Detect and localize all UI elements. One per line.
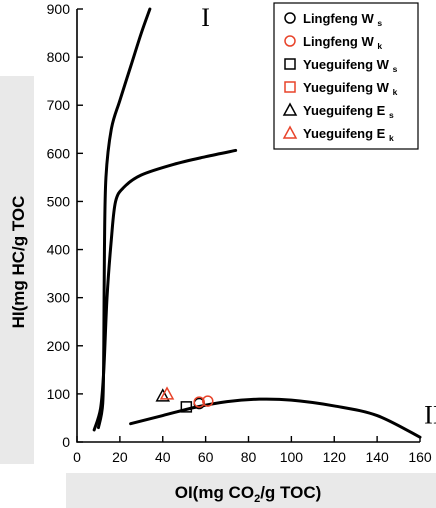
y-tick-label: 500	[47, 193, 71, 209]
x-tick-label: 120	[323, 449, 347, 465]
legend-label: Lingfeng W s	[303, 11, 382, 28]
x-tick-label: 140	[365, 449, 389, 465]
x-axis-title-panel	[66, 473, 436, 508]
data-point-square	[180, 401, 193, 413]
legend-marker-circle	[284, 35, 296, 47]
data-point-triangle	[155, 388, 171, 402]
y-tick-label: 900	[47, 1, 71, 17]
x-axis-title-pre: OI(mg CO	[175, 483, 254, 502]
legend-marker-square	[284, 81, 296, 93]
x-tick-label: 80	[241, 449, 257, 465]
y-axis-ticks: 0 100 200 300 400 500 600 700 800 900	[47, 1, 83, 450]
x-tick-label: 100	[280, 449, 304, 465]
x-axis-title-sub: 2	[254, 493, 260, 505]
legend-marker-circle	[284, 12, 296, 24]
y-tick-label: 600	[47, 145, 71, 161]
type-curve-III	[129, 397, 422, 439]
type-label-III: III	[424, 401, 436, 430]
y-axis-title-panel	[0, 76, 34, 464]
x-tick-label: 40	[155, 449, 171, 465]
data-point-circle	[202, 395, 214, 407]
legend-box	[273, 2, 419, 150]
type-curves	[92, 7, 422, 439]
legend-marker-square	[284, 58, 296, 70]
data-point-circle	[193, 396, 205, 408]
legend-label: Yueguifeng E s	[303, 103, 394, 120]
type-curve-I	[96, 7, 152, 430]
legend: Lingfeng W s Lingfeng W k Yueguifeng W s Yu…	[273, 2, 419, 150]
x-tick-label: 160	[408, 449, 432, 465]
legend-label: Lingfeng W k	[303, 34, 382, 51]
data-points	[155, 386, 214, 413]
legend-marker-triangle	[282, 125, 298, 139]
legend-label: Yueguifeng W k	[303, 80, 398, 97]
y-tick-label: 200	[47, 338, 71, 354]
y-tick-label: 0	[62, 434, 70, 450]
legend-marker-triangle	[282, 102, 298, 116]
y-tick-label: 700	[47, 97, 71, 113]
legend-label: Yueguifeng W s	[303, 57, 398, 74]
legend-label: Yueguifeng E k	[303, 126, 394, 143]
x-tick-label: 60	[198, 449, 214, 465]
y-axis-title: HI(mg HC/g TOC	[9, 196, 28, 329]
x-tick-label: 20	[112, 449, 128, 465]
y-tick-label: 400	[47, 242, 71, 258]
y-tick-label: 800	[47, 49, 71, 65]
type-label-I: I	[201, 3, 210, 32]
y-tick-label: 300	[47, 290, 71, 306]
x-axis-ticks: 0 20 40 60 80 100 120 140 160	[73, 436, 432, 465]
x-tick-label: 0	[73, 449, 81, 465]
type-curve-II	[92, 148, 238, 432]
data-point-triangle	[159, 386, 175, 400]
x-axis-title: OI(mg CO2/g TOC)	[175, 483, 322, 505]
x-axis-title-post: /g TOC)	[260, 483, 321, 502]
y-tick-label: 100	[47, 386, 71, 402]
